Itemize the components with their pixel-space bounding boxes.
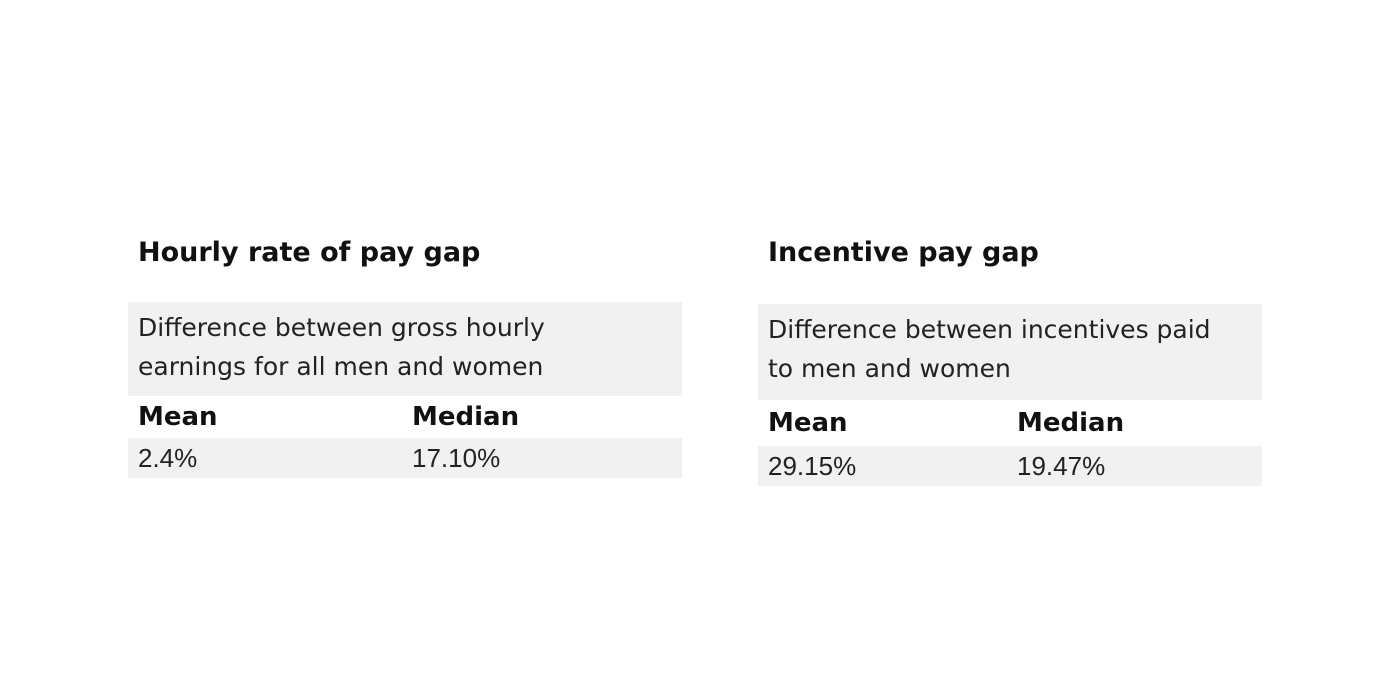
hourly-median-label: Median — [412, 402, 520, 432]
incentive-median-label: Median — [1017, 408, 1125, 438]
hourly-value-row: 2.4% 17.10% — [128, 438, 682, 478]
incentive-mean-label: Mean — [768, 408, 848, 438]
hourly-header-row: Mean Median — [128, 396, 682, 438]
incentive-description-line-2: to men and women — [768, 354, 1011, 383]
incentive-header-row: Mean Median — [758, 400, 1262, 446]
hourly-description-line-2: earnings for all men and women — [138, 352, 544, 381]
incentive-mean-value: 29.15% — [768, 450, 857, 481]
incentive-value-row: 29.15% 19.47% — [758, 446, 1262, 486]
incentive-description-line-1: Difference between incentives paid — [768, 315, 1211, 344]
incentive-pay-gap-description: Difference between incentives paid to me… — [758, 304, 1262, 400]
hourly-pay-gap-description: Difference between gross hourly earnings… — [128, 302, 682, 396]
hourly-pay-gap-title: Hourly rate of pay gap — [138, 237, 481, 268]
hourly-median-value: 17.10% — [412, 442, 501, 473]
hourly-pay-gap-panel: Hourly rate of pay gap Difference betwee… — [128, 232, 682, 478]
hourly-mean-value: 2.4% — [138, 442, 198, 473]
incentive-pay-gap-panel: Incentive pay gap Difference between inc… — [758, 232, 1262, 486]
hourly-description-line-1: Difference between gross hourly — [138, 313, 545, 342]
hourly-mean-label: Mean — [138, 402, 218, 432]
incentive-pay-gap-title: Incentive pay gap — [768, 237, 1039, 268]
incentive-median-value: 19.47% — [1017, 450, 1106, 481]
